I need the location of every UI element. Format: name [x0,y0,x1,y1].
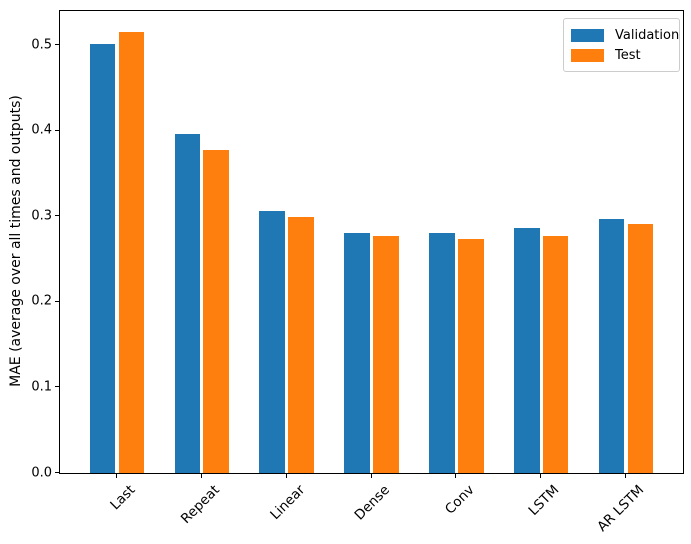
plot-area: Validation Test [59,10,684,474]
y-tick-label: 0.4 [31,122,52,138]
x-tick-label-linear: Linear [266,482,308,523]
y-tick-label: 0.1 [31,379,52,395]
legend-label-test: Test [615,47,641,63]
legend: Validation Test [563,18,680,72]
x-tick-mark [200,474,202,478]
bar-test-dense [373,236,399,473]
x-tick-label-dense: Dense [351,482,393,524]
bar-test-lstm [542,236,569,473]
x-tick-label-conv: Conv [442,482,478,518]
bar-validation-conv [429,233,455,473]
bar-validation-ar-lstm [598,218,625,473]
bar-test-repeat [203,150,229,473]
bar-validation-dense [344,233,370,473]
x-tick-label-last: Last [106,482,139,514]
y-tick-label: 0.5 [31,37,52,53]
x-tick-mark [115,474,117,478]
bar-test-last [118,32,145,473]
y-tick-mark [55,215,59,217]
bar-test-ar-lstm [627,224,654,473]
y-tick-label: 0.2 [31,293,52,309]
y-tick-mark [55,44,59,46]
bar-test-conv [458,238,484,473]
legend-swatch-validation [571,28,604,42]
bar-validation-last [89,44,116,473]
legend-item-test: Test [571,45,671,65]
legend-swatch-test [571,48,604,62]
x-tick-mark [540,474,542,478]
bar-validation-lstm [514,228,540,473]
x-tick-label-lstm: LSTM [525,482,563,519]
x-tick-mark [455,474,457,478]
y-tick-mark [55,472,59,473]
y-tick-mark [55,129,59,131]
y-axis-label: MAE (average over all times and outputs) [8,95,24,387]
x-tick-label-repeat: Repeat [178,482,224,527]
x-tick-mark [370,474,372,478]
legend-item-validation: Validation [571,25,679,45]
bar-validation-repeat [174,134,201,473]
y-tick-mark [55,300,59,302]
x-tick-mark [285,474,287,478]
y-tick-label: 0.3 [31,208,52,224]
bar-test-linear [288,217,314,473]
x-tick-label-ar-lstm: AR LSTM [594,482,648,535]
x-tick-mark [625,474,627,478]
y-tick-label: 0.0 [31,465,52,480]
y-tick-mark [55,386,59,388]
legend-label-validation: Validation [615,27,680,43]
bar-validation-linear [259,211,285,473]
